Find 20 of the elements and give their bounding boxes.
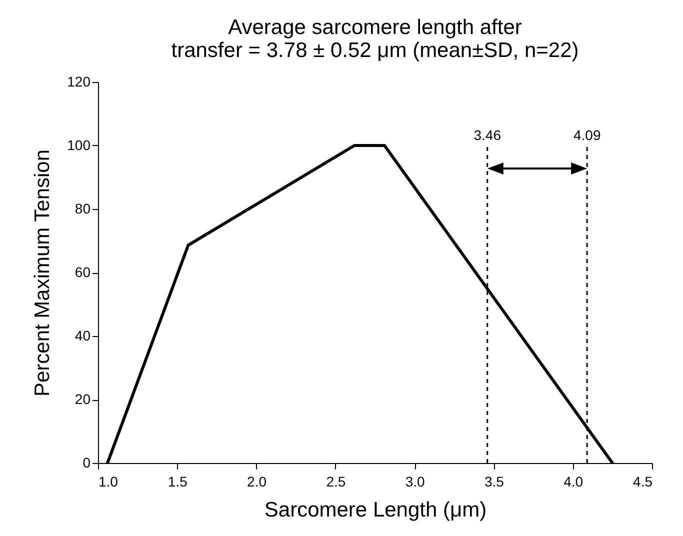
y-tick-label: 60 (74, 264, 91, 280)
x-tick-label: 1.0 (98, 474, 118, 490)
y-tick-label: 100 (67, 137, 91, 153)
x-tick-label: 2.0 (247, 474, 267, 490)
y-tick-label: 20 (74, 391, 91, 407)
y-tick-label: 40 (74, 328, 91, 344)
y-tick-label: 80 (74, 200, 91, 216)
y-tick-label: 0 (82, 454, 91, 470)
ref-line-label: 3.46 (474, 126, 502, 143)
x-tick-label: 4.0 (564, 474, 584, 490)
x-tick-label: 1.5 (168, 474, 188, 490)
x-tick-label: 3.5 (484, 474, 504, 490)
ref-line-label: 4.09 (573, 126, 601, 143)
y-tick-label: 120 (67, 74, 91, 90)
x-axis-title: Sarcomere Length (μm) (264, 498, 487, 522)
x-tick-label: 2.5 (326, 474, 346, 490)
x-tick-label: 4.5 (633, 474, 653, 490)
y-axis-title: Percent Maximum Tension (31, 149, 54, 397)
chart-title: Average sarcomere length after transfer = 3.78 ± 0.52 μm (mean±SD, n=22) (171, 16, 579, 62)
x-tick-label: 3.0 (405, 474, 426, 490)
